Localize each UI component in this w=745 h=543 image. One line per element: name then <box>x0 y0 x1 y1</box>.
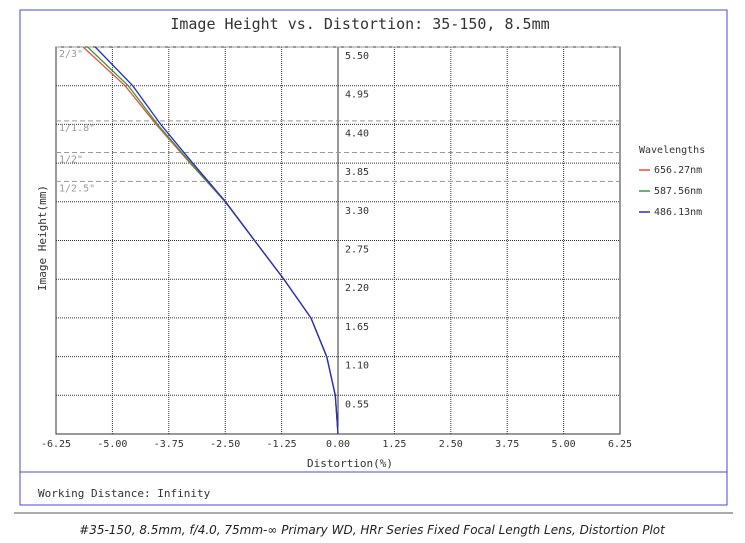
x-tick-label: 5.00 <box>552 439 576 450</box>
x-tick-label: 1.25 <box>382 439 406 450</box>
footer-text: Working Distance: Infinity <box>38 487 211 500</box>
x-tick-label: -1.25 <box>267 439 297 450</box>
x-tick-label: 3.75 <box>495 439 519 450</box>
y-tick-label: 3.30 <box>345 206 369 217</box>
x-tick-label: -3.75 <box>154 439 184 450</box>
x-tick-label: -6.25 <box>41 439 71 450</box>
y-tick-label: 4.95 <box>345 90 369 101</box>
sensor-label: 1/2" <box>59 155 83 166</box>
caption: #35-150, 8.5mm, f/4.0, 75mm-∞ Primary WD… <box>79 523 666 537</box>
legend-label: 656.27nm <box>654 165 702 176</box>
sensor-label: 1/2.5" <box>59 183 95 194</box>
outer-frame <box>19 9 728 506</box>
y-tick-label: 1.65 <box>345 322 369 333</box>
y-tick-label: 1.10 <box>345 361 369 372</box>
x-tick-label: -2.50 <box>210 439 240 450</box>
x-tick-label: 2.50 <box>439 439 463 450</box>
y-tick-label: 4.40 <box>345 128 369 139</box>
y-tick-label: 5.50 <box>345 51 369 62</box>
chart-title: Image Height vs. Distortion: 35-150, 8.5… <box>170 15 549 33</box>
sensor-label: 2/3" <box>59 49 83 60</box>
y-tick-label: 3.85 <box>345 167 369 178</box>
sensor-label: 1/1.8" <box>59 123 95 134</box>
x-tick-label: 6.25 <box>608 439 632 450</box>
y-tick-label: 0.55 <box>345 399 369 410</box>
series-line <box>94 46 339 435</box>
x-axis-label: Distortion(%) <box>307 457 393 470</box>
legend-label: 486.13nm <box>654 207 702 218</box>
x-tick-label: -5.00 <box>97 439 127 450</box>
legend-label: 587.56nm <box>654 186 702 197</box>
y-tick-label: 2.75 <box>345 245 369 256</box>
x-tick-label: 0.00 <box>326 439 350 450</box>
y-tick-label: 2.20 <box>345 283 369 294</box>
y-axis-label: Image Height(mm) <box>36 185 49 291</box>
legend-title: Wavelengths <box>639 145 705 156</box>
